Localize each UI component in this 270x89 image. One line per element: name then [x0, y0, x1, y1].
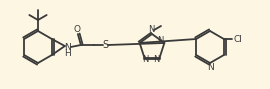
Text: N: N [65, 44, 71, 53]
Text: N: N [153, 55, 160, 64]
Text: N: N [142, 55, 149, 64]
Text: O: O [73, 26, 80, 35]
Text: S: S [103, 40, 109, 50]
Text: Cl: Cl [234, 35, 242, 44]
Text: N: N [148, 26, 154, 35]
Text: N: N [207, 62, 213, 71]
Text: H: H [65, 49, 71, 57]
Text: N: N [157, 36, 164, 45]
